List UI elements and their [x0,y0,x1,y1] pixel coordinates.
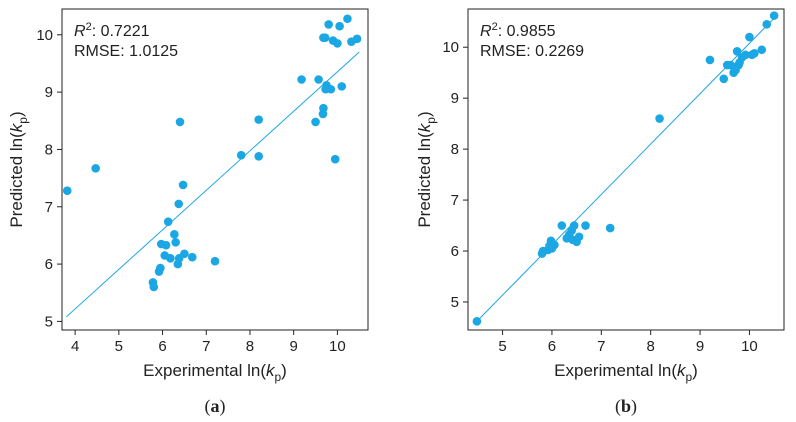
y-tick-label: 9 [451,90,459,107]
x-tick-label: 4 [71,338,79,355]
data-point [324,20,333,29]
data-point [174,199,184,209]
data-point [297,75,306,84]
plot-frame [61,8,369,331]
y-tick-label: 5 [45,313,53,330]
chart-panel-a: 4 5 6 7 8 9 10 5 6 7 8 9 10 R2: 0.7221 RMSE: 1.0125 Exp… [7,8,369,417]
data-point [319,103,328,113]
data-point [62,186,72,196]
data-point [254,152,264,161]
data-point [337,82,347,91]
data-point [741,50,750,60]
x-tick-label: 9 [290,338,298,355]
data-point [550,240,559,250]
data-point [343,14,352,24]
x-tick-label: 6 [548,338,556,355]
data-point [352,34,362,44]
data-point [91,164,100,173]
data-point [762,19,772,29]
data-point [330,154,340,164]
data-point [569,221,579,230]
x-tick-label: 10 [329,338,346,355]
y-tick-label: 7 [451,192,459,209]
x-axis-label: Experimental ln(kp) [143,361,287,384]
data-point [472,317,482,326]
y-tick-label: 6 [45,256,53,273]
panel-label: (a) [205,396,226,417]
data-point [149,282,159,292]
r2-annotation: R2: 0.9855 [480,21,556,40]
data-point [750,49,759,58]
chart-panel-b: 5 6 7 8 9 10 5 6 7 8 9 10 R2: 0.9855 RMSE: 0.2269 Expe… [415,8,785,417]
data-point [161,240,171,250]
y-tick-label: 8 [451,141,459,158]
data-point [719,74,729,84]
data-point [314,75,323,84]
x-tick-label: 7 [202,338,210,355]
y-axis-label: Predicted ln(kp) [415,111,438,227]
data-point [178,180,188,190]
data-point [187,252,197,262]
data-point [333,39,342,48]
data-point [732,46,742,56]
x-tick-label: 10 [741,338,758,355]
x-axis-label: Experimental ln(kp) [554,361,698,384]
r2-annotation: R2: 0.7221 [74,21,150,40]
x-tick-label: 8 [647,338,655,355]
data-point [605,223,615,233]
data-point [171,237,180,247]
data-point [166,254,175,263]
data-point [175,117,185,127]
data-point [581,221,590,230]
data-point [156,263,165,273]
rmse-annotation: RMSE: 0.2269 [480,43,584,60]
x-tick-label: 7 [597,338,605,355]
data-point [745,32,754,42]
data-point [734,60,743,70]
y-tick-label: 9 [45,84,53,101]
data-point [311,117,320,127]
data-point [655,114,664,123]
y-tick-label: 6 [451,243,459,260]
plot-frame [467,8,785,331]
x-tick-label: 9 [696,338,704,355]
y-axis-label: Predicted ln(kp) [7,111,30,227]
panel-label: (b) [615,396,637,417]
x-tick-label: 5 [498,338,506,355]
data-point [757,45,767,55]
x-tick-label: 8 [246,338,254,355]
y-tick-label: 8 [45,141,53,158]
data-point [163,217,173,226]
data-point [321,84,330,94]
data-point [319,33,328,42]
x-tick-label: 6 [158,338,166,355]
y-tick-label: 5 [451,294,459,311]
data-point [769,11,779,20]
data-point [557,221,567,230]
data-point [210,256,220,266]
data-point [236,150,246,160]
x-tick-label: 5 [115,338,123,355]
fit-line [66,51,360,318]
data-point [335,21,344,31]
data-point [254,115,264,124]
data-point [574,232,584,242]
y-tick-label: 7 [45,199,53,216]
y-tick-label: 10 [442,39,459,56]
data-point [170,229,179,239]
rmse-annotation: RMSE: 1.0125 [74,43,178,60]
y-tick-label: 10 [36,27,53,44]
data-point [180,249,189,259]
data-point [705,55,715,65]
